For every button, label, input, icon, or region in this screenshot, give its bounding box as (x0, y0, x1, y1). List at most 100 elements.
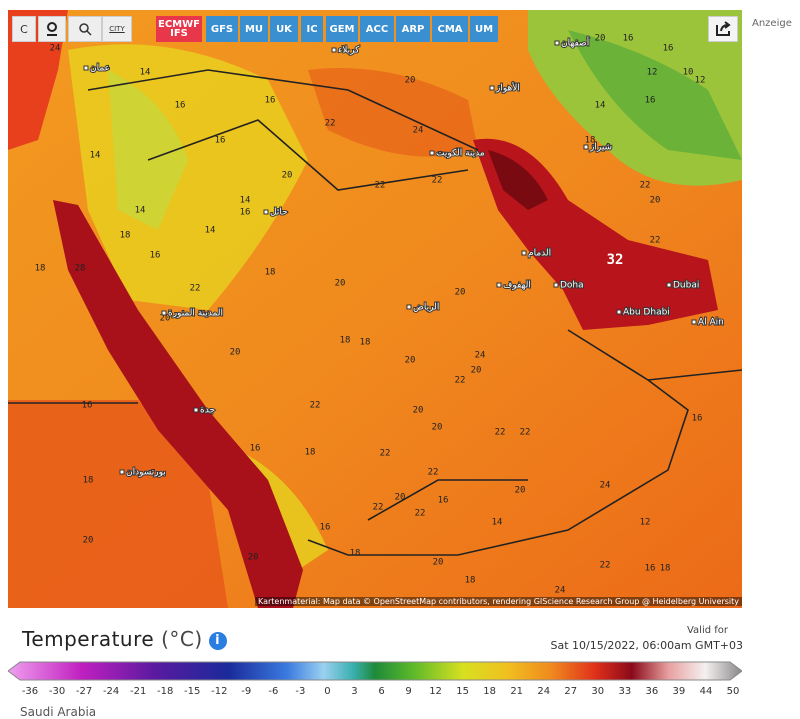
model-button[interactable]: IC (301, 16, 323, 42)
city-marker (666, 282, 672, 288)
pin-icon (47, 22, 57, 36)
temperature-label: 16 (438, 496, 449, 506)
temperature-label: 20 (595, 34, 606, 44)
model-button[interactable]: UK (270, 16, 298, 42)
tool-button[interactable]: C (12, 16, 36, 42)
city-marker (616, 309, 622, 315)
temperature-label: 24 (413, 126, 424, 136)
location-button[interactable] (38, 16, 66, 42)
city-marker (521, 250, 527, 256)
model-button[interactable]: CMA (432, 16, 468, 42)
temperature-label: 18 (83, 476, 94, 486)
model-button[interactable]: MU (240, 16, 268, 42)
model-button[interactable]: ECMWF IFS (156, 16, 202, 42)
temperature-label: 16 (265, 96, 276, 106)
attribution: Kartenmaterial: Map data © OpenStreetMap… (254, 597, 742, 606)
temperature-label: 14 (492, 518, 503, 528)
temperature-label: 22 (310, 401, 321, 411)
temperature-label: 18 (350, 549, 361, 559)
temperature-label: 12 (640, 518, 651, 528)
red-sea (53, 200, 303, 608)
city-label: عمان (90, 64, 110, 74)
warm-region (308, 68, 478, 157)
temperature-label: 16 (175, 101, 186, 111)
temperature-label: 10 (683, 68, 694, 78)
color-scale (8, 661, 742, 681)
model-button[interactable]: ACC (360, 16, 394, 42)
model-button[interactable]: GFS (206, 16, 238, 42)
temperature-label: 22 (375, 181, 386, 191)
model-button[interactable]: UM (470, 16, 498, 42)
temperature-label: 16 (320, 523, 331, 533)
temperature-label: 20 (160, 314, 171, 324)
city-label: Al Ain (698, 318, 724, 328)
temperature-label: 16 (82, 401, 93, 411)
temperature-label: 18 (585, 136, 596, 146)
city-marker (496, 282, 502, 288)
scale-tick: 33 (618, 686, 632, 697)
share-button[interactable] (708, 16, 738, 42)
warm-region (8, 400, 228, 608)
city-label: Doha (560, 281, 584, 291)
city-label: الأهواز (495, 82, 520, 94)
valid-label: Valid for (686, 625, 728, 636)
model-label: ARP (401, 23, 425, 35)
scale-tick: -6 (268, 686, 279, 697)
temperature-label: 22 (190, 284, 201, 294)
temperature-label: 20 (335, 279, 346, 289)
share-icon (716, 21, 731, 36)
temperature-label: 24 (600, 481, 611, 491)
temperature-label: 22 (495, 428, 506, 438)
temperature-label: 22 (428, 468, 439, 478)
city-label: Dubai (673, 281, 699, 291)
zoom-icon (79, 23, 92, 36)
city-toggle[interactable]: CITY (102, 16, 132, 42)
scale-tick: 6 (378, 686, 385, 697)
city-marker (193, 407, 199, 413)
temperature-label: 18 (265, 268, 276, 278)
city-marker (331, 47, 337, 53)
scale-tick: 44 (699, 686, 713, 697)
info-button[interactable]: i (208, 632, 227, 650)
temperature-label: 20 (282, 171, 293, 181)
temperature-label: 22 (432, 176, 443, 186)
city-marker (691, 319, 697, 325)
temperature-label: 16 (645, 564, 656, 574)
model-button[interactable]: GEM (326, 16, 358, 42)
city-marker (429, 150, 435, 156)
city-label: الرياض (413, 303, 439, 313)
temperature-label: 20 (471, 366, 482, 376)
model-button[interactable]: ARP (396, 16, 430, 42)
temperature-label: 22 (650, 236, 661, 246)
zoom-button[interactable] (68, 16, 102, 42)
scale-tick: 18 (483, 686, 497, 697)
temperature-label: 20 (83, 536, 94, 546)
temperature-label: 28 (75, 264, 86, 274)
city-label: حائل (270, 208, 288, 218)
city-marker (583, 144, 589, 150)
scale-tick: 21 (510, 686, 524, 697)
unit: (°C) (161, 627, 203, 651)
city-label: الهفوف (503, 281, 531, 291)
city-label: بورتسودان (126, 468, 166, 478)
temperature-label: 20 (432, 423, 443, 433)
temperature-label: 14 (135, 206, 146, 216)
temperature-label: 20 (433, 558, 444, 568)
temperature-label: 22 (373, 503, 384, 513)
weather-map: 24 14 16 16 22 20 24 16 14 20 22 22 14 14 16 14 18 16 18 28… (8, 10, 742, 608)
valid-time: Sat 10/15/2022, 06:00am GMT+03 (550, 639, 743, 652)
scale-tick: -21 (129, 686, 147, 697)
temperature-label: 18 (305, 448, 316, 458)
temperature-label: 14 (90, 151, 101, 161)
scale-tick: 0 (324, 686, 331, 697)
scale-tick: -12 (211, 686, 228, 697)
scale-tick: 15 (456, 686, 469, 697)
model-label: UM (474, 23, 494, 35)
temperature-label: 24 (555, 586, 566, 596)
city-marker (119, 469, 125, 475)
model-sublabel: IFS (170, 28, 188, 39)
model-label: MU (244, 23, 264, 35)
model-label: IC (306, 23, 318, 35)
temperature-label: 24 (475, 351, 486, 361)
